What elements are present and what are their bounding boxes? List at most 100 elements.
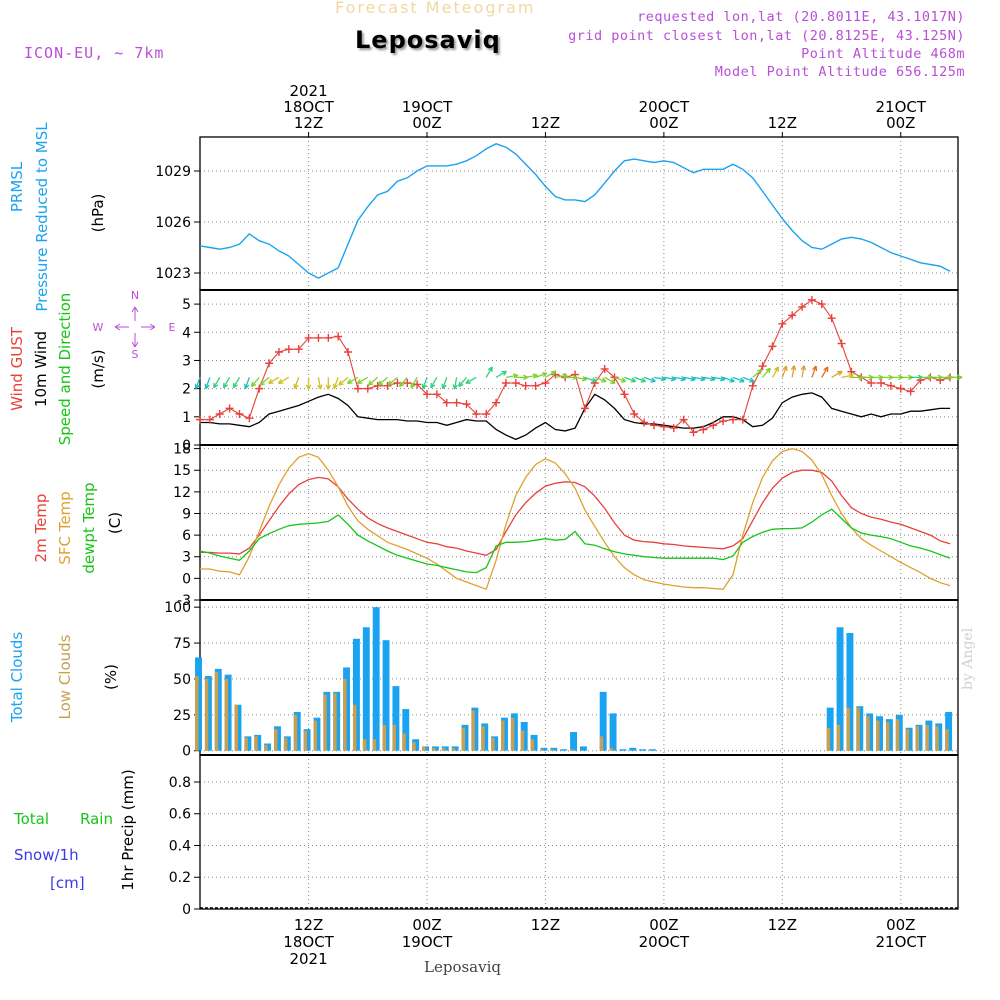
time-label-bottom: 18OCT bbox=[283, 933, 334, 951]
label-dewpt-temp: dewpt Temp bbox=[80, 482, 98, 573]
wind-direction-arrow bbox=[452, 377, 458, 390]
wind-gust-marker bbox=[245, 414, 254, 423]
y-tick-label: 0 bbox=[182, 571, 191, 587]
wind-gust-marker bbox=[837, 339, 846, 348]
wind-gust-marker bbox=[531, 381, 540, 390]
wind-gust-marker bbox=[215, 410, 224, 418]
low-cloud-bar bbox=[510, 717, 515, 751]
wind-gust-marker bbox=[728, 415, 737, 424]
wind-gust-marker bbox=[344, 348, 353, 356]
total-cloud-bar bbox=[836, 627, 844, 751]
low-cloud-bar bbox=[461, 727, 466, 751]
wind-direction-arrow bbox=[555, 373, 568, 379]
wind-direction-arrow bbox=[204, 377, 211, 390]
low-cloud-bar bbox=[826, 727, 831, 751]
wind-direction-arrow bbox=[752, 369, 763, 378]
low-cloud-bar bbox=[293, 714, 298, 751]
y-tick-label: 12 bbox=[173, 485, 191, 501]
y-tick-label: 1029 bbox=[155, 164, 191, 180]
wind-gust-marker bbox=[650, 421, 659, 430]
y-tick-label: 0 bbox=[182, 438, 191, 454]
total-cloud-bar bbox=[925, 720, 933, 751]
compass-e: E bbox=[169, 321, 176, 334]
pressure-line bbox=[199, 143, 951, 279]
label-precip-rain: Rain bbox=[80, 810, 113, 828]
wind-direction-arrow bbox=[222, 377, 231, 389]
wind-direction-arrow bbox=[458, 376, 467, 388]
total-cloud-bar bbox=[510, 713, 518, 751]
wind-gust-marker bbox=[196, 415, 204, 424]
low-cloud-bar bbox=[876, 720, 880, 751]
location-title: Leposaviq bbox=[355, 26, 501, 54]
low-cloud-bar bbox=[866, 716, 870, 751]
time-label-bottom: 00Z bbox=[649, 916, 678, 934]
low-cloud-bar bbox=[412, 742, 416, 751]
low-cloud-bar bbox=[491, 737, 495, 751]
low-cloud-bar bbox=[333, 693, 337, 751]
time-label-bottom: 19OCT bbox=[402, 933, 453, 951]
wind-gust-marker bbox=[659, 422, 668, 431]
total-cloud-bar bbox=[362, 627, 370, 751]
wind-direction-arrow bbox=[485, 366, 493, 378]
time-label-bottom: 12Z bbox=[768, 916, 797, 934]
wind-gust-marker bbox=[353, 384, 362, 393]
wind-gust-marker bbox=[758, 362, 767, 371]
wind-gust-marker bbox=[482, 410, 491, 418]
y-tick-label: 3 bbox=[182, 353, 191, 369]
total-cloud-bar bbox=[619, 749, 627, 751]
wind-direction-arrow bbox=[305, 377, 312, 390]
wind-direction-arrow bbox=[346, 376, 359, 385]
wind-gust-marker bbox=[689, 428, 698, 437]
wind-direction-arrow bbox=[771, 366, 780, 378]
y-tick-label: 15 bbox=[173, 463, 191, 479]
wind-gust-marker bbox=[620, 390, 629, 399]
requested-coords: requested lon,lat (20.8011E, 43.1017N) bbox=[637, 9, 965, 25]
low-cloud-bar bbox=[195, 676, 199, 751]
total-cloud-bar bbox=[214, 668, 222, 751]
label-low-clouds: Low Clouds bbox=[56, 634, 74, 719]
wind-direction-arrow bbox=[398, 376, 408, 388]
temp-sfc-line bbox=[200, 447, 951, 591]
compass-arrows bbox=[114, 306, 156, 348]
low-cloud-bar bbox=[530, 739, 535, 751]
wind-direction-arrow bbox=[604, 376, 616, 385]
y-tick-label: 0 bbox=[182, 902, 191, 918]
wind-direction-arrow bbox=[367, 376, 379, 386]
label-precip-axis: 1hr Precip (mm) bbox=[119, 769, 137, 890]
wind-direction-arrow bbox=[594, 376, 607, 383]
wind-gust-marker bbox=[669, 424, 678, 433]
wind-gust-marker bbox=[423, 390, 432, 399]
time-label-top: 18OCT bbox=[283, 98, 334, 116]
wind-direction-arrow bbox=[465, 376, 477, 385]
total-cloud-bar bbox=[639, 749, 647, 751]
wind-gust-marker bbox=[867, 379, 876, 387]
point-altitude: Point Altitude 468m bbox=[801, 46, 965, 62]
wind-gust-marker bbox=[886, 381, 895, 390]
wind-direction-arrow bbox=[277, 376, 290, 385]
low-cloud-bar bbox=[244, 737, 248, 751]
y-tick-label: 100 bbox=[164, 600, 191, 616]
wind-direction-arrow bbox=[250, 376, 260, 388]
wind-gust-marker bbox=[748, 381, 757, 390]
wind-direction-arrow bbox=[624, 376, 637, 383]
wind-gust-marker bbox=[768, 342, 777, 351]
total-cloud-bar bbox=[846, 633, 854, 751]
wind-gust-marker bbox=[709, 421, 718, 430]
low-cloud-bar bbox=[313, 720, 317, 751]
temp-dewpt-line bbox=[199, 508, 951, 574]
low-cloud-bar bbox=[570, 749, 574, 751]
wind-gust-marker bbox=[699, 425, 708, 434]
wind-gust-marker bbox=[827, 314, 836, 323]
wind-gust-marker bbox=[580, 404, 589, 413]
wind-direction-arrow bbox=[584, 376, 597, 383]
label-precip-snow: Snow/1h bbox=[14, 846, 79, 864]
total-cloud-bar bbox=[372, 607, 380, 751]
wind-direction-arrow bbox=[421, 377, 428, 390]
wind-direction-arrow bbox=[841, 373, 854, 379]
label-total-clouds: Total Clouds bbox=[8, 632, 26, 724]
total-cloud-bar bbox=[649, 749, 656, 751]
label-prmsl: PRMSL bbox=[8, 161, 26, 212]
low-cloud-bar bbox=[925, 724, 929, 751]
wind-direction-arrow bbox=[244, 377, 250, 390]
time-label-bottom: 00Z bbox=[412, 916, 441, 934]
